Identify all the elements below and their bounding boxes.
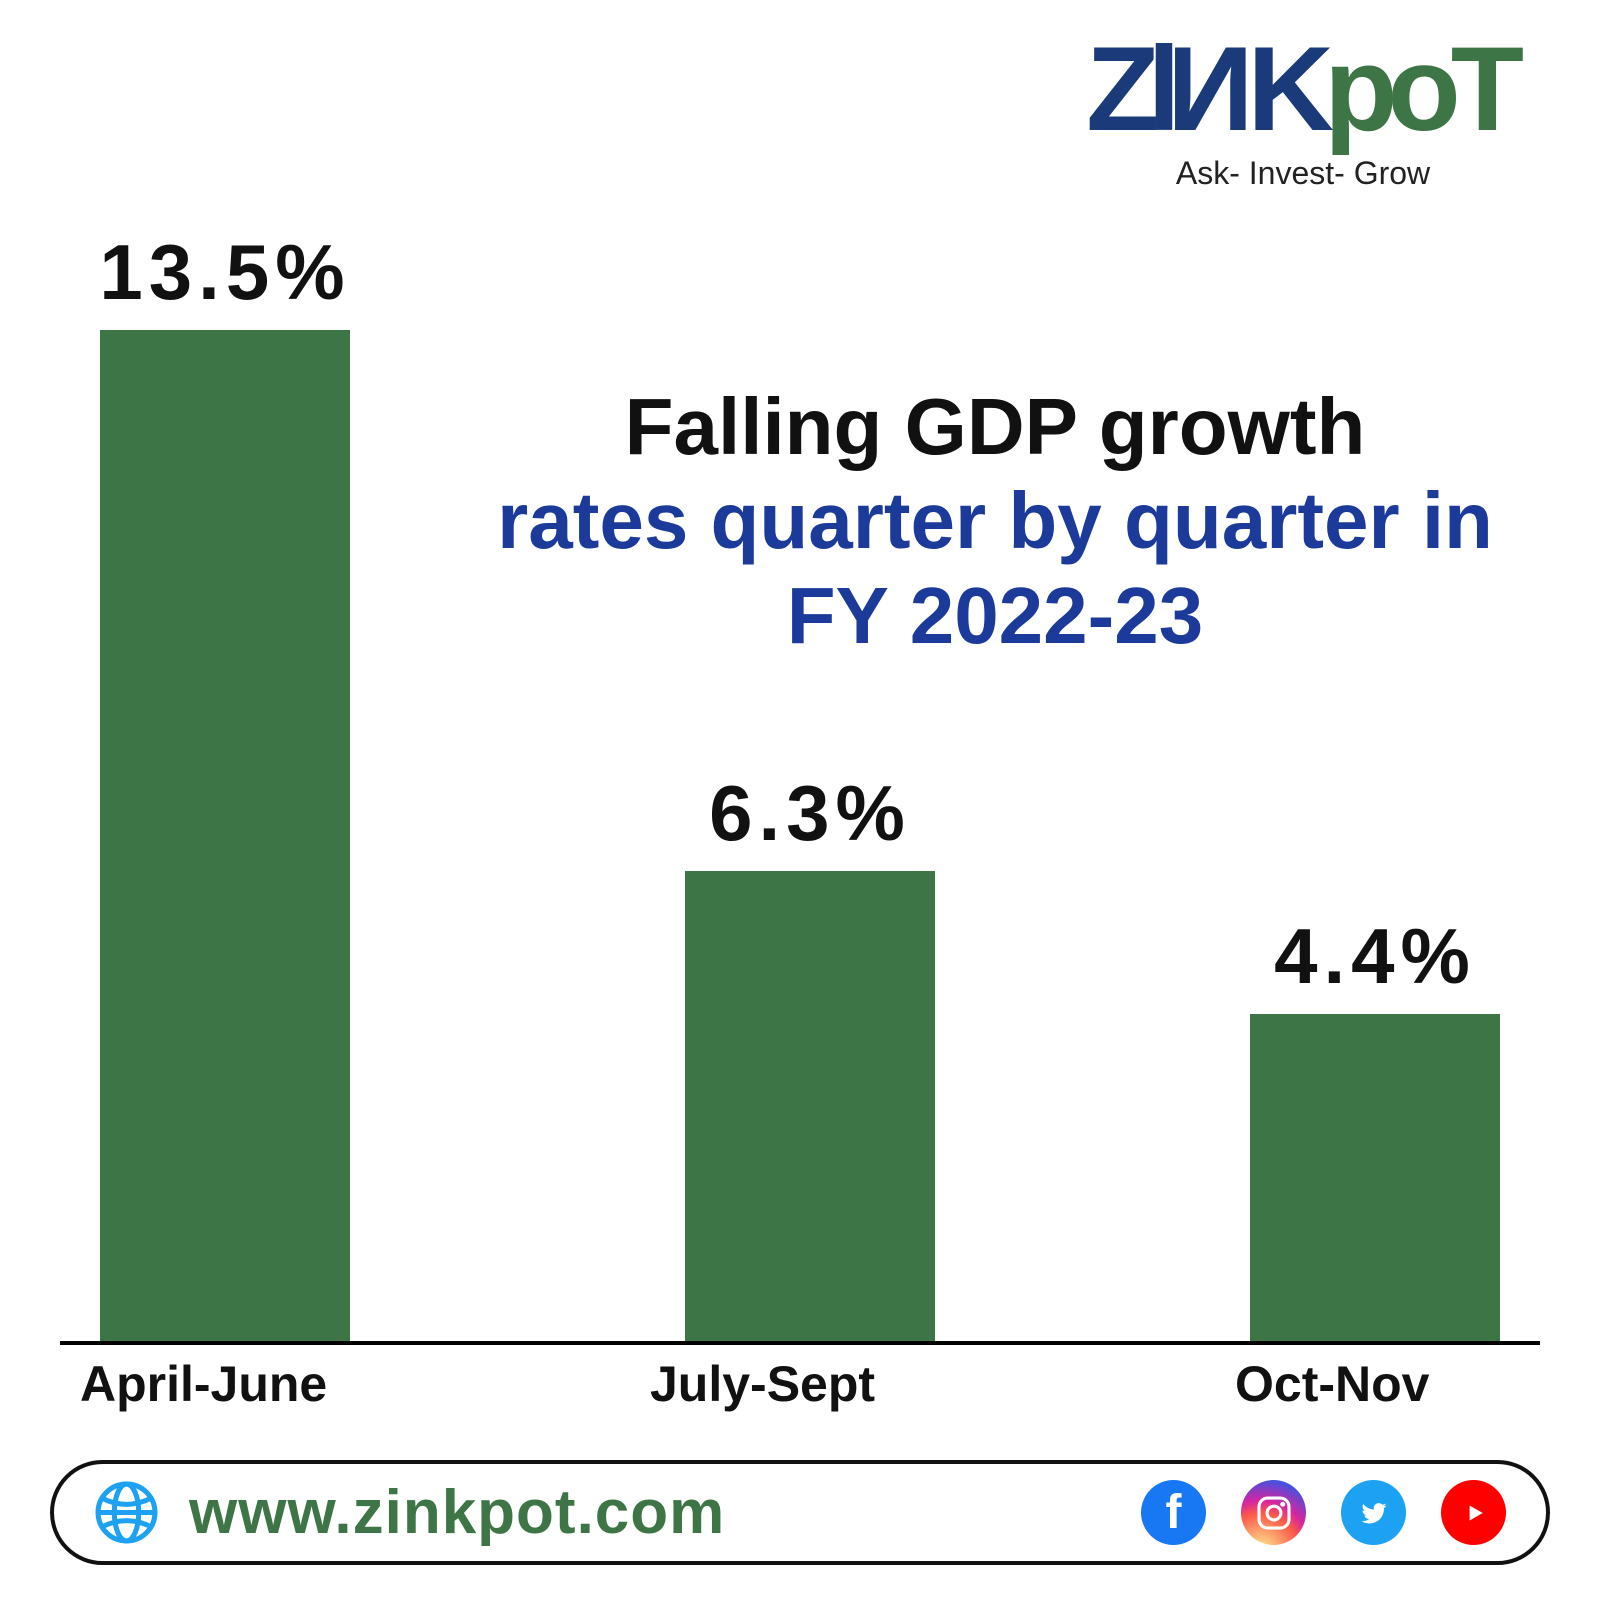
logo-letter: T xyxy=(1451,35,1520,143)
bar-value-label: 6.3% xyxy=(610,768,1010,859)
logo-letter: K xyxy=(1247,35,1330,143)
youtube-icon[interactable] xyxy=(1441,1480,1506,1545)
category-label: July-Sept xyxy=(650,1355,875,1413)
bar-fill xyxy=(100,330,350,1345)
footer-bar: www.zinkpot.com f xyxy=(50,1460,1550,1565)
bar: 4.4% xyxy=(1250,1014,1500,1345)
category-label: April-June xyxy=(80,1355,327,1413)
website-url[interactable]: www.zinkpot.com xyxy=(189,1477,1111,1548)
bar-value-label: 13.5% xyxy=(25,227,425,318)
bar-value-label: 4.4% xyxy=(1175,911,1575,1002)
bar-fill xyxy=(1250,1014,1500,1345)
brand-tagline: Ask- Invest- Grow xyxy=(1086,155,1520,192)
logo-letter: Z xyxy=(1086,35,1155,143)
category-labels-row: April-June July-Sept Oct-Nov xyxy=(60,1355,1540,1415)
social-icons-row: f xyxy=(1141,1480,1506,1545)
bar-chart: 13.5% 6.3% 4.4% xyxy=(60,265,1540,1345)
facebook-icon[interactable]: f xyxy=(1141,1480,1206,1545)
brand-logo: Z l N K p o T xyxy=(1086,35,1520,143)
bar-fill xyxy=(685,871,935,1345)
bar: 6.3% xyxy=(685,871,935,1345)
logo-letter: o xyxy=(1387,35,1456,143)
category-label: Oct-Nov xyxy=(1235,1355,1429,1413)
instagram-icon[interactable] xyxy=(1241,1480,1306,1545)
globe-icon xyxy=(94,1480,159,1545)
twitter-icon[interactable] xyxy=(1341,1480,1406,1545)
chart-baseline xyxy=(60,1341,1540,1345)
brand-logo-block: Z l N K p o T Ask- Invest- Grow xyxy=(1086,35,1520,192)
bar: 13.5% xyxy=(100,330,350,1345)
logo-letter: p xyxy=(1324,35,1393,143)
logo-letter: N xyxy=(1171,35,1254,143)
